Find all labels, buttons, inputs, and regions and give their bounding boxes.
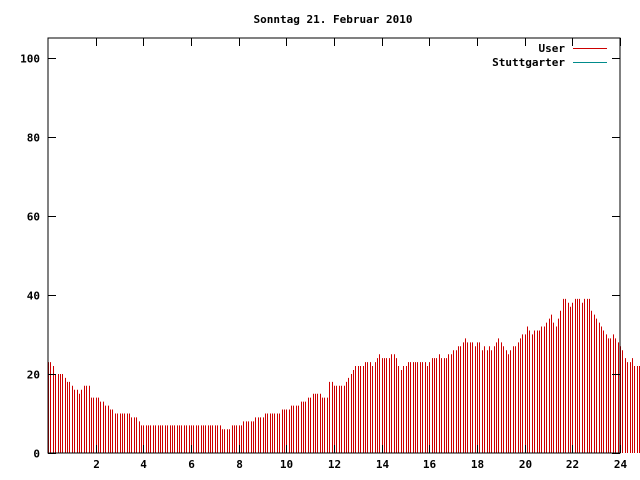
x-tick-label: 24 <box>614 458 628 471</box>
x-tick-label: 14 <box>376 458 390 471</box>
x-tick-label: 10 <box>280 458 293 471</box>
x-tick-label: 16 <box>423 458 437 471</box>
x-tick-label: 20 <box>519 458 532 471</box>
y-tick-label: 0 <box>33 448 40 461</box>
x-tick-label: 12 <box>328 458 341 471</box>
x-tick-label: 8 <box>236 458 243 471</box>
y-tick-label: 80 <box>27 132 40 145</box>
y-tick-label: 40 <box>27 290 40 303</box>
x-tick-label: 6 <box>188 458 195 471</box>
x-tick-label: 22 <box>566 458 579 471</box>
legend-label: User <box>539 42 566 55</box>
legend-label: Stuttgarter <box>492 56 565 69</box>
x-tick-label: 18 <box>471 458 484 471</box>
y-tick-label: 60 <box>27 211 40 224</box>
y-tick-label: 20 <box>27 369 40 382</box>
y-tick-label: 100 <box>20 53 40 66</box>
x-tick-label: 4 <box>140 458 147 471</box>
bars-group <box>48 298 640 453</box>
chart-title: Sonntag 21. Februar 2010 <box>254 13 413 26</box>
x-tick-label: 2 <box>93 458 100 471</box>
